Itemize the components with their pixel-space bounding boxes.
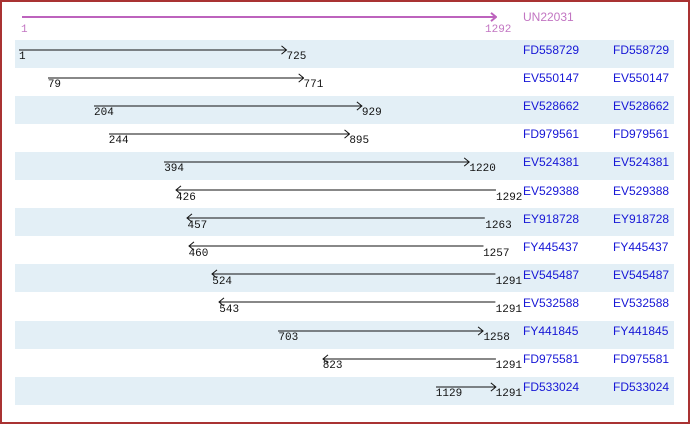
read-end-coord: 1291 bbox=[495, 388, 523, 401]
read-start-coord: 244 bbox=[108, 135, 129, 148]
read-start-coord: 79 bbox=[47, 79, 62, 92]
read-arrow bbox=[164, 157, 471, 167]
consensus-end-coord: 1292 bbox=[485, 24, 512, 36]
read-label-duplicate[interactable]: EV524381 bbox=[613, 155, 670, 170]
read-start-coord: 1129 bbox=[435, 388, 463, 401]
read-label-duplicate[interactable]: FY441845 bbox=[613, 324, 669, 338]
read-start-coord: 524 bbox=[212, 275, 233, 288]
read-end-coord: 771 bbox=[303, 79, 324, 92]
read-end-coord: 1263 bbox=[485, 219, 512, 232]
read-arrow bbox=[278, 325, 485, 336]
read-label[interactable]: EV545487 bbox=[523, 267, 580, 282]
read-end-coord: 929 bbox=[361, 107, 382, 120]
read-end-coord: 1257 bbox=[483, 247, 510, 260]
read-label-duplicate[interactable]: EV532588 bbox=[613, 295, 670, 310]
read-label[interactable]: FD975581 bbox=[523, 352, 580, 367]
row-stripe bbox=[15, 320, 674, 349]
consensus-arrow bbox=[22, 12, 497, 22]
read-label[interactable]: EV524381 bbox=[523, 155, 580, 170]
read-end-coord: 1220 bbox=[469, 163, 496, 176]
read-start-coord: 703 bbox=[278, 332, 299, 344]
read-label[interactable]: FY441845 bbox=[523, 324, 579, 338]
read-start-coord: 543 bbox=[219, 303, 240, 316]
read-end-coord: 1292 bbox=[496, 191, 523, 204]
read-label-duplicate[interactable]: EV550147 bbox=[613, 71, 670, 86]
read-label[interactable]: FY445437 bbox=[523, 239, 579, 254]
read-start-coord: 457 bbox=[187, 219, 208, 232]
read-end-coord: 1291 bbox=[495, 303, 523, 316]
read-label-duplicate[interactable]: FD979561 bbox=[613, 127, 670, 142]
read-label-duplicate[interactable]: EY918728 bbox=[613, 211, 670, 226]
read-start-coord: 204 bbox=[94, 107, 114, 120]
read-label-duplicate[interactable]: EV545487 bbox=[613, 267, 670, 282]
read-arrow bbox=[211, 269, 496, 279]
read-start-coord: 460 bbox=[188, 247, 209, 260]
read-end-coord: 725 bbox=[286, 51, 307, 63]
read-arrow bbox=[108, 129, 351, 139]
read-label[interactable]: FD979561 bbox=[523, 127, 580, 142]
read-label-duplicate[interactable]: EV529388 bbox=[613, 183, 670, 198]
read-label[interactable]: EY918728 bbox=[523, 211, 580, 226]
read-label[interactable]: EV532588 bbox=[523, 295, 580, 310]
row-stripe bbox=[15, 376, 674, 405]
read-end-coord: 1291 bbox=[495, 360, 523, 373]
read-start-coord: 426 bbox=[176, 191, 196, 204]
row-stripe bbox=[15, 208, 674, 237]
read-label[interactable]: EV550147 bbox=[523, 71, 580, 86]
read-end-coord: 1291 bbox=[495, 275, 523, 288]
row-stripe bbox=[15, 151, 674, 180]
read-start-coord: 394 bbox=[164, 163, 185, 176]
read-arrow bbox=[187, 241, 484, 251]
read-arrow bbox=[175, 185, 496, 195]
read-label[interactable]: EV529388 bbox=[523, 183, 580, 198]
read-label-duplicate[interactable]: EV528662 bbox=[613, 99, 670, 114]
read-arrow bbox=[186, 213, 486, 223]
read-arrow bbox=[218, 297, 496, 307]
read-arrow bbox=[19, 44, 288, 55]
read-end-coord: 895 bbox=[349, 135, 370, 148]
read-arrow bbox=[47, 73, 305, 83]
consensus-start-coord: 1 bbox=[21, 24, 28, 36]
read-end-coord: 1258 bbox=[483, 332, 510, 344]
read-start-coord: 1 bbox=[19, 51, 26, 63]
row-stripe bbox=[15, 39, 674, 68]
read-label-duplicate[interactable]: FD558729 bbox=[613, 43, 670, 57]
read-arrow bbox=[321, 354, 496, 364]
read-label[interactable]: EV528662 bbox=[523, 99, 580, 114]
read-label[interactable]: FD533024 bbox=[523, 380, 580, 395]
consensus-label: UN22031 bbox=[523, 10, 574, 24]
row-stripe bbox=[15, 264, 674, 293]
read-label[interactable]: FD558729 bbox=[523, 43, 580, 57]
read-start-coord: 823 bbox=[322, 360, 343, 373]
read-label-duplicate[interactable]: FD975581 bbox=[613, 352, 670, 367]
read-label-duplicate[interactable]: FY445437 bbox=[613, 239, 669, 254]
read-arrow bbox=[94, 101, 363, 111]
row-stripe bbox=[15, 95, 674, 124]
read-arrow bbox=[435, 382, 497, 392]
read-label-duplicate[interactable]: FD533024 bbox=[613, 380, 670, 395]
